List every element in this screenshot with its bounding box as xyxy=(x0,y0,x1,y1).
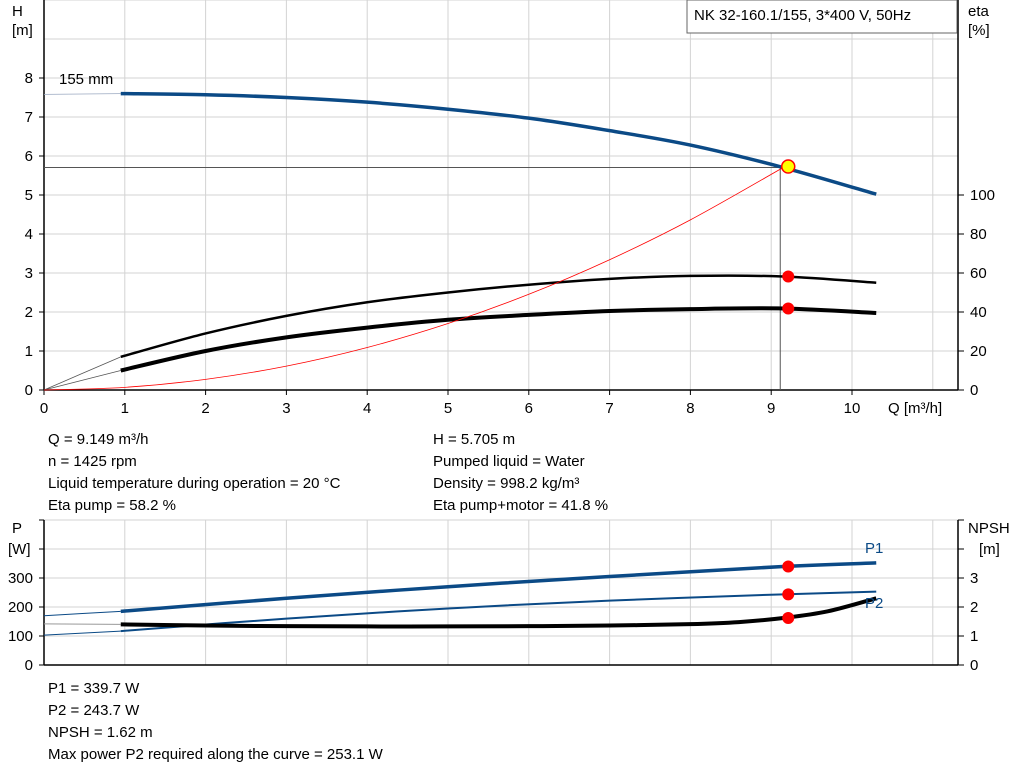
info-left: Q = 9.149 m³/h n = 1425 rpm Liquid tempe… xyxy=(48,429,340,517)
curve-P1 xyxy=(120,561,877,614)
x-axis-label: Q [m³/h] xyxy=(888,400,942,417)
y-tick-label-left: 300 xyxy=(8,570,33,587)
info-eta-pump-motor: Eta pump+motor = 41.8 % xyxy=(433,497,609,514)
y-tick-label-right: 100 xyxy=(970,187,995,204)
curve-H-extension xyxy=(43,93,121,95)
y-axis-right-unit: [m] xyxy=(979,541,1000,558)
info-npsh: NPSH = 1.62 m xyxy=(48,724,153,741)
curve-eta_pump-extension xyxy=(43,356,121,391)
chart-title: NK 32-160.1/155, 3*400 V, 50Hz xyxy=(694,7,911,24)
y-tick-label-left: 1 xyxy=(25,343,33,360)
curve-eta_pump_motor xyxy=(120,306,877,373)
y-tick-label-right: 80 xyxy=(970,226,987,243)
y-axis-left-unit: [m] xyxy=(12,22,33,39)
y-tick-label-left: 2 xyxy=(25,304,33,321)
curve-P2-extension xyxy=(43,630,121,636)
series-label-p1: P1 xyxy=(865,540,883,557)
x-tick-label: 7 xyxy=(605,400,613,417)
info-bottom: P1 = 339.7 W P2 = 243.7 W NPSH = 1.62 m … xyxy=(48,678,383,766)
x-tick-label: 10 xyxy=(844,400,861,417)
curve-NPSH-extension xyxy=(43,623,121,625)
duty-marker-npsh xyxy=(782,612,795,625)
y-tick-label-left: 100 xyxy=(8,628,33,645)
info-density: Density = 998.2 kg/m³ xyxy=(433,475,580,492)
y-axis-right-unit: [%] xyxy=(968,22,990,39)
y-tick-label-left: 0 xyxy=(25,382,33,399)
y-tick-label-left: 200 xyxy=(8,599,33,616)
info-max-p2: Max power P2 required along the curve = … xyxy=(48,746,383,763)
y-axis-left-unit: [W] xyxy=(8,541,31,558)
y-tick-label-left: 4 xyxy=(25,226,33,243)
y-axis-left-name: P xyxy=(12,520,22,537)
x-tick-label: 5 xyxy=(444,400,452,417)
y-tick-label-left: 5 xyxy=(25,187,33,204)
duty-marker-p2 xyxy=(782,588,795,601)
duty-marker-eta-pump xyxy=(782,270,795,283)
x-tick-label: 6 xyxy=(525,400,533,417)
curve-eta_pump xyxy=(120,274,877,359)
y-tick-label-right: 0 xyxy=(970,657,978,674)
y-axis-right-name: eta xyxy=(968,3,990,20)
curve-P1-extension xyxy=(43,610,121,617)
y-tick-label-left: 6 xyxy=(25,148,33,165)
curve-diameter-label: 155 mm xyxy=(59,71,113,88)
info-speed: n = 1425 rpm xyxy=(48,453,137,470)
y-tick-label-right: 1 xyxy=(970,628,978,645)
y-tick-label-left: 8 xyxy=(25,70,33,87)
x-tick-label: 2 xyxy=(201,400,209,417)
series-label-p2: P2 xyxy=(865,595,883,612)
y-tick-label-right: 40 xyxy=(970,304,987,321)
y-axis-right-name: NPSH xyxy=(968,520,1010,537)
curve-system_curve xyxy=(43,167,784,391)
x-tick-label: 1 xyxy=(121,400,129,417)
y-tick-label-right: 0 xyxy=(970,382,978,399)
x-tick-label: 4 xyxy=(363,400,371,417)
info-h: H = 5.705 m xyxy=(433,431,516,448)
duty-marker-p1 xyxy=(782,560,795,573)
y-axis-left-name: H xyxy=(12,3,23,20)
curve-H xyxy=(120,91,877,196)
duty-point-marker xyxy=(780,159,796,174)
info-p2: P2 = 243.7 W xyxy=(48,702,140,719)
info-temperature: Liquid temperature during operation = 20… xyxy=(48,475,341,492)
x-tick-label: 9 xyxy=(767,400,775,417)
y-tick-label-right: 3 xyxy=(970,570,978,587)
chart-title-box xyxy=(686,0,958,34)
y-tick-label-left: 0 xyxy=(25,657,33,674)
curve-eta_pump_motor-extension xyxy=(43,370,121,391)
y-tick-label-right: 2 xyxy=(970,599,978,616)
info-p1: P1 = 339.7 W xyxy=(48,680,140,697)
info-right: H = 5.705 m Pumped liquid = Water Densit… xyxy=(433,429,608,517)
y-tick-label-right: 60 xyxy=(970,265,987,282)
x-tick-label: 0 xyxy=(40,400,48,417)
y-tick-label-left: 7 xyxy=(25,109,33,126)
info-q: Q = 9.149 m³/h xyxy=(48,431,149,448)
x-tick-label: 3 xyxy=(282,400,290,417)
info-liquid: Pumped liquid = Water xyxy=(433,453,585,470)
y-tick-label-right: 20 xyxy=(970,343,987,360)
duty-marker-eta-pump-motor xyxy=(782,302,795,315)
x-tick-label: 8 xyxy=(686,400,694,417)
info-eta-pump: Eta pump = 58.2 % xyxy=(48,497,176,514)
y-tick-label-left: 3 xyxy=(25,265,33,282)
